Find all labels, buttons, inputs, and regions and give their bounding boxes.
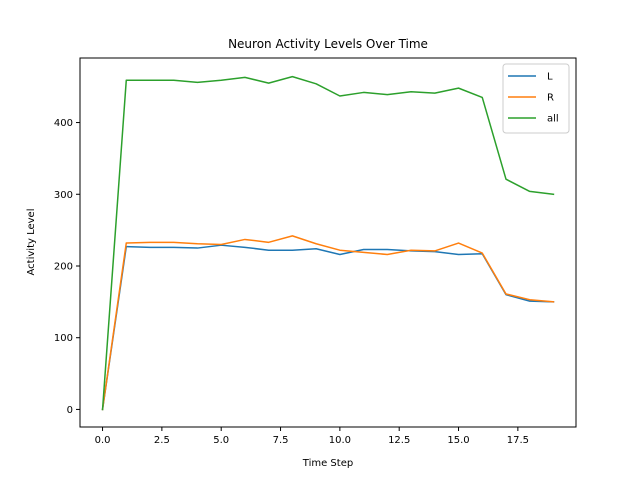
y-tick-label: 200	[54, 261, 73, 272]
plot-frame	[79, 57, 577, 428]
plot-lines	[101, 75, 555, 411]
x-tick-label: 2.5	[154, 435, 170, 446]
chart-title: Neuron Activity Levels Over Time	[228, 37, 428, 51]
x-tick-label: 12.5	[388, 435, 410, 446]
x-tick-label: 7.5	[273, 435, 289, 446]
y-tick-label: 300	[54, 190, 73, 201]
series-line-L	[101, 244, 555, 411]
legend-label-all: all	[547, 114, 559, 125]
x-tick-label: 15.0	[447, 435, 469, 446]
x-tick-label: 17.5	[507, 435, 529, 446]
x-tick-label: 0.0	[95, 435, 111, 446]
x-tick-label: 10.0	[329, 435, 351, 446]
x-axis-label: Time Step	[302, 458, 353, 469]
series-line-all	[101, 75, 555, 411]
x-axis-ticks: 0.0 2.5 5.0 7.5 10.0 12.5 15.0 17.5	[95, 427, 529, 446]
series-line-R	[101, 235, 555, 411]
y-tick-label: 0	[67, 405, 73, 416]
y-axis-label: Activity Level	[26, 209, 37, 276]
legend-label-L: L	[547, 72, 553, 83]
legend-box	[502, 63, 570, 134]
y-tick-label: 100	[54, 333, 73, 344]
x-tick-label: 5.0	[213, 435, 229, 446]
legend-label-R: R	[547, 93, 554, 104]
y-axis-ticks: 0 100 200 300 400	[54, 118, 80, 416]
y-tick-label: 400	[54, 118, 73, 129]
